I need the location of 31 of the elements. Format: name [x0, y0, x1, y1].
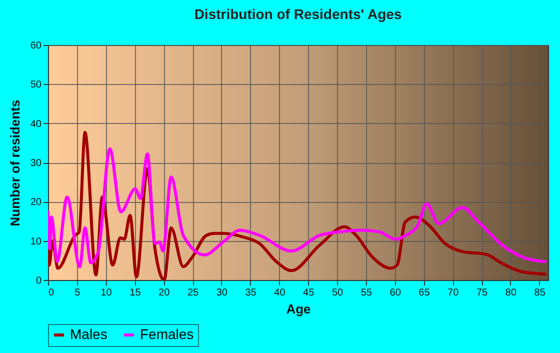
x-tick-label: 40 — [274, 288, 286, 298]
legend-label: Males — [70, 326, 108, 342]
y-tick-label: 0 — [36, 276, 42, 286]
x-tick-label: 70 — [448, 288, 460, 298]
x-tick-label: 55 — [360, 288, 372, 298]
x-tick-label: 25 — [187, 288, 200, 298]
y-tick-label: 50 — [30, 80, 42, 91]
x-tick-label: 75 — [476, 288, 488, 298]
line-series — [48, 147, 547, 268]
x-tick-label: 5 — [74, 288, 81, 298]
x-tick-label: 50 — [332, 288, 344, 298]
y-axis-title: Number of residents — [7, 100, 22, 226]
y-tick-label: 60 — [30, 40, 42, 52]
x-tick-label: 20 — [158, 288, 170, 298]
y-tick-label: 30 — [30, 158, 42, 169]
x-tick-label: 30 — [216, 288, 228, 298]
y-tick-label: 40 — [30, 118, 42, 130]
x-tick-label: 85 — [534, 288, 546, 298]
x-tick-label: 45 — [303, 288, 315, 298]
x-tick-label: 80 — [505, 288, 517, 298]
x-tick-label: 65 — [418, 288, 430, 298]
y-tick-label: 10 — [30, 236, 42, 248]
x-tick-label: 0 — [48, 288, 54, 298]
x-tick-label: 15 — [130, 288, 142, 298]
legend-label: Females — [140, 326, 194, 342]
x-tick-label: 10 — [100, 288, 112, 298]
y-tick-label: 20 — [30, 197, 42, 208]
x-tick-label: 35 — [245, 288, 257, 298]
chart-title: Distribution of Residents' Ages — [194, 6, 402, 22]
x-tick-label: 60 — [390, 288, 402, 298]
x-axis-title: Age — [286, 302, 311, 316]
